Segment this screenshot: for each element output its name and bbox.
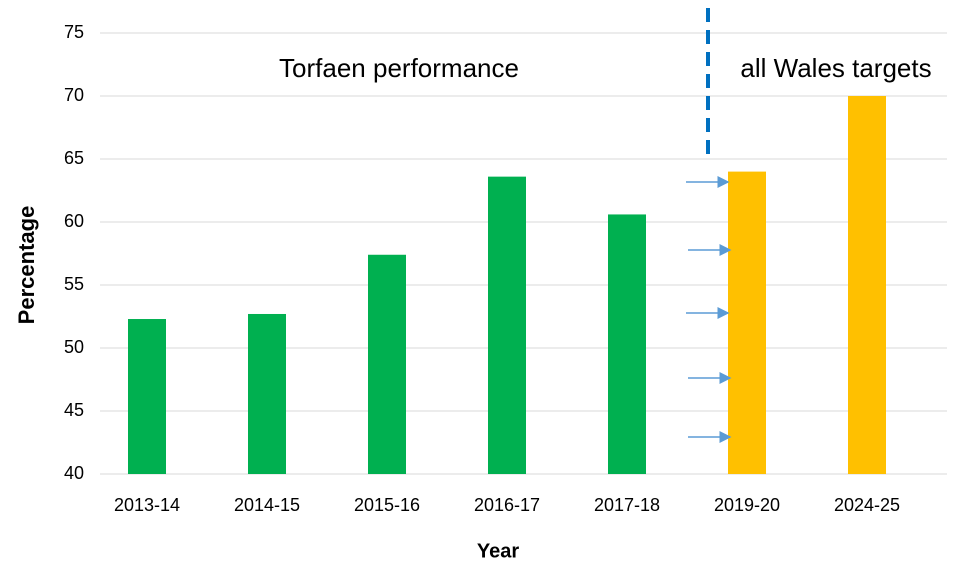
y-tick-label: 70 — [64, 85, 84, 105]
y-tick-label: 65 — [64, 148, 84, 168]
bar — [848, 96, 886, 474]
x-tick-label: 2019-20 — [714, 495, 780, 515]
x-tick-label: 2013-14 — [114, 495, 180, 515]
annotation: all Wales targets — [740, 53, 931, 83]
x-tick-label: 2016-17 — [474, 495, 540, 515]
arrows — [686, 176, 732, 443]
bar — [608, 214, 646, 474]
y-tick-label: 75 — [64, 22, 84, 42]
bar — [728, 171, 766, 474]
x-tick-label: 2015-16 — [354, 495, 420, 515]
bar — [248, 313, 286, 474]
y-tick-label: 55 — [64, 274, 84, 294]
bar — [488, 176, 526, 474]
x-tick-label: 2024-25 — [834, 495, 900, 515]
bar — [128, 319, 166, 474]
y-axis-label: Percentage — [14, 206, 39, 325]
y-tick-label: 45 — [64, 400, 84, 420]
bar — [368, 254, 406, 474]
x-axis-label: Year — [477, 540, 519, 562]
y-tick-label: 50 — [64, 337, 84, 357]
y-tick-label: 40 — [64, 463, 84, 483]
y-tick-label: 60 — [64, 211, 84, 231]
x-tick-label: 2014-15 — [234, 495, 300, 515]
annotation: Torfaen performance — [279, 53, 519, 83]
x-tick-label: 2017-18 — [594, 495, 660, 515]
